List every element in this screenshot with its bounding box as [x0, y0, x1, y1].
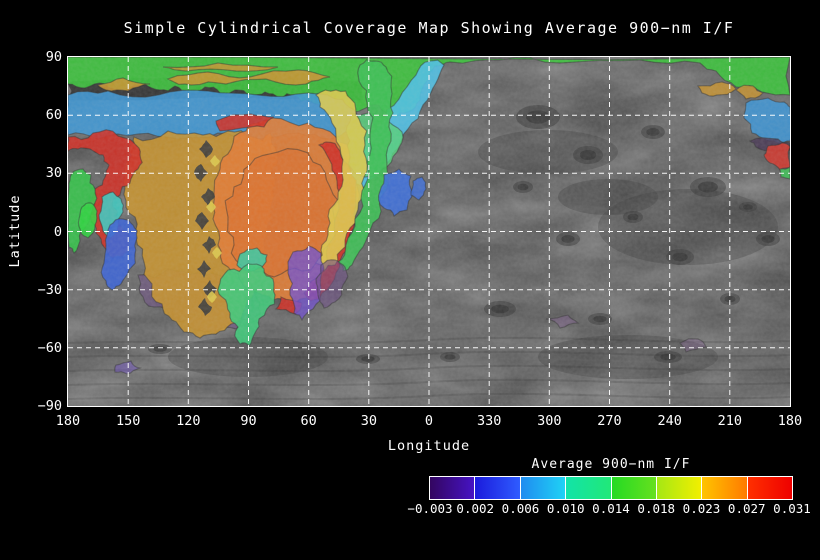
y-tick-label: −30 — [37, 281, 62, 298]
x-tick-label: 270 — [597, 413, 622, 429]
x-tick-label: 120 — [176, 413, 201, 429]
colorbar-tick-label: −0.003 — [407, 501, 453, 516]
x-tick-label: 330 — [476, 413, 502, 429]
colorbar-segment — [747, 477, 792, 499]
figure-title: Simple Cylindrical Coverage Map Showing … — [123, 19, 735, 37]
x-tick-label: 90 — [240, 413, 257, 429]
colorbar-segment — [566, 477, 612, 499]
coverage-map-canvas — [68, 57, 790, 406]
x-tick-label: 240 — [657, 413, 682, 429]
colorbar-segment — [475, 477, 521, 499]
x-tick-label: 30 — [360, 413, 377, 429]
colorbar-segment — [656, 477, 703, 499]
colorbar-segment — [430, 477, 476, 499]
y-tick-label: 30 — [45, 165, 62, 182]
y-tick-label: 90 — [45, 49, 62, 65]
x-tick-label: 0 — [424, 413, 434, 429]
plot-area — [67, 56, 791, 407]
x-tick-label: 150 — [115, 413, 141, 429]
colorbar-tick-label: 0.023 — [682, 501, 721, 516]
x-axis-label: Longitude — [387, 438, 471, 454]
x-tick-label: 180 — [777, 413, 803, 429]
y-tick-label: 0 — [53, 223, 62, 240]
colorbar-segment — [702, 477, 748, 499]
colorbar-tick-label: 0.018 — [637, 501, 676, 516]
colorbar-tick-label: 0.010 — [546, 501, 585, 516]
colorbar-tick-label: 0.027 — [727, 501, 766, 516]
colorbar-title: Average 900−nm I/F — [531, 457, 691, 472]
x-tick-label: 180 — [55, 413, 81, 429]
x-tick-label: 60 — [300, 413, 317, 429]
colorbar-tick-label: 0.031 — [773, 501, 811, 516]
colorbar-tick-label: 0.006 — [501, 501, 540, 516]
y-tick-label: 60 — [45, 107, 62, 124]
colorbar-segment — [611, 477, 657, 499]
colorbar-segment — [520, 477, 567, 499]
y-tick-label: −90 — [37, 398, 62, 414]
colorbar — [429, 476, 793, 500]
y-tick-label: −60 — [37, 339, 62, 356]
colorbar-tick-label: 0.002 — [456, 501, 495, 516]
x-tick-label: 210 — [717, 413, 743, 429]
colorbar-tick-label: 0.014 — [592, 501, 630, 516]
x-tick-label: 300 — [537, 413, 562, 429]
